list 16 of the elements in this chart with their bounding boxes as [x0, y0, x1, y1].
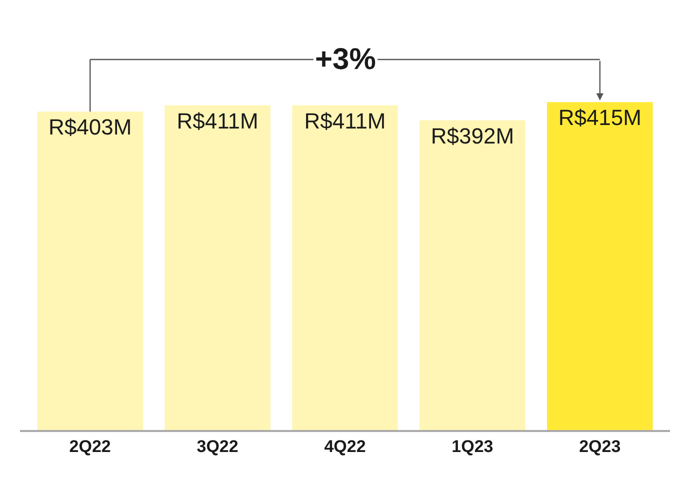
bar	[37, 112, 143, 430]
data-label: R$415M	[558, 105, 642, 130]
x-tick-label: 1Q23	[452, 437, 494, 456]
x-tick-label: 4Q22	[324, 437, 366, 456]
text: +3%	[315, 43, 376, 76]
bar	[292, 105, 398, 430]
bar	[164, 105, 270, 430]
data-label: R$392M	[430, 123, 514, 148]
x-tick-label: 2Q23	[579, 437, 621, 456]
x-tick-label: 2Q22	[69, 437, 111, 456]
bar	[420, 120, 526, 430]
data-label: R$411M	[304, 108, 386, 134]
data-label: R$411M	[176, 108, 258, 134]
bar	[547, 102, 653, 430]
data-label: R$403M	[48, 114, 132, 140]
x-tick-label: 3Q22	[196, 437, 238, 456]
